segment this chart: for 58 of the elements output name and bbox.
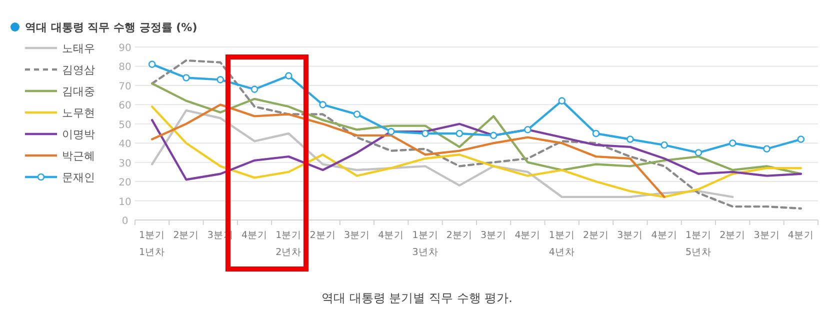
legend-label: 문재인 <box>62 171 95 184</box>
point <box>694 149 702 156</box>
point <box>456 130 464 138</box>
point <box>524 126 532 134</box>
point <box>660 141 668 149</box>
legend-label: 박근혜 <box>62 150 95 162</box>
x-tick-label: 1분기 5년차 <box>685 230 712 258</box>
y-tick-label: 70 <box>118 81 132 92</box>
x-tick-label: 4분기 <box>514 230 541 241</box>
x-tick-label: 3분기 <box>754 230 780 241</box>
x-tick-label: 4분기 <box>651 230 678 241</box>
y-tick-label: 90 <box>118 43 132 54</box>
point <box>490 132 498 140</box>
legend-label: 김영삼 <box>62 64 95 76</box>
point <box>285 72 292 80</box>
x-tick-label: 4분기 <box>242 230 268 241</box>
point <box>728 139 736 147</box>
point <box>148 60 156 68</box>
y-tick-label: 80 <box>118 62 132 74</box>
point <box>797 136 805 143</box>
y-tick-label: 40 <box>118 139 132 150</box>
y-tick-label: 30 <box>118 158 132 170</box>
point <box>387 128 395 136</box>
point <box>182 74 190 82</box>
y-tick-label: 50 <box>118 120 132 131</box>
point <box>250 86 258 93</box>
y-tick-label: 0 <box>122 216 128 227</box>
x-tick-label: 4분기 <box>788 230 814 241</box>
y-tick-label: 10 <box>118 196 132 208</box>
legend-label: 노무현 <box>62 106 95 120</box>
point <box>763 145 770 153</box>
point <box>422 130 429 138</box>
point <box>216 76 224 84</box>
y-tick-label: 20 <box>118 178 132 189</box>
chart-title: 역대 대통령 직무 수행 긍정률 (%) <box>25 21 198 34</box>
x-tick-label: 1분기 1년차 <box>139 230 166 258</box>
text: 역대 대통령 분기별 직무 수행 평가. <box>322 291 512 305</box>
y-tick-label: 60 <box>118 100 132 112</box>
x-tick-label: 3분기 <box>480 230 507 241</box>
x-tick-label: 2분기 <box>720 230 746 241</box>
x-tick-label: 3분기 <box>344 230 370 241</box>
legend-label: 노태우 <box>62 42 95 55</box>
point <box>319 101 326 108</box>
x-tick-label: 2분기 <box>446 230 472 241</box>
x-tick-label: 1분기 3년차 <box>412 230 438 258</box>
x-tick-label: 1분기 2년차 <box>276 230 302 258</box>
x-tick-label: 3분기 <box>617 230 644 241</box>
x-tick-label: 4분기 <box>378 230 404 241</box>
x-tick-label: 2분기 <box>310 230 336 241</box>
legend-label: 이명박 <box>62 128 95 141</box>
x-tick-label: 2분기 <box>583 230 610 241</box>
x-tick-label: 1분기 4년차 <box>548 230 575 258</box>
point <box>592 130 600 138</box>
legend-label: 김대중 <box>62 85 95 98</box>
x-tick-label: 2분기 <box>173 230 200 241</box>
point <box>558 97 566 104</box>
point <box>626 136 634 143</box>
point <box>353 110 361 118</box>
